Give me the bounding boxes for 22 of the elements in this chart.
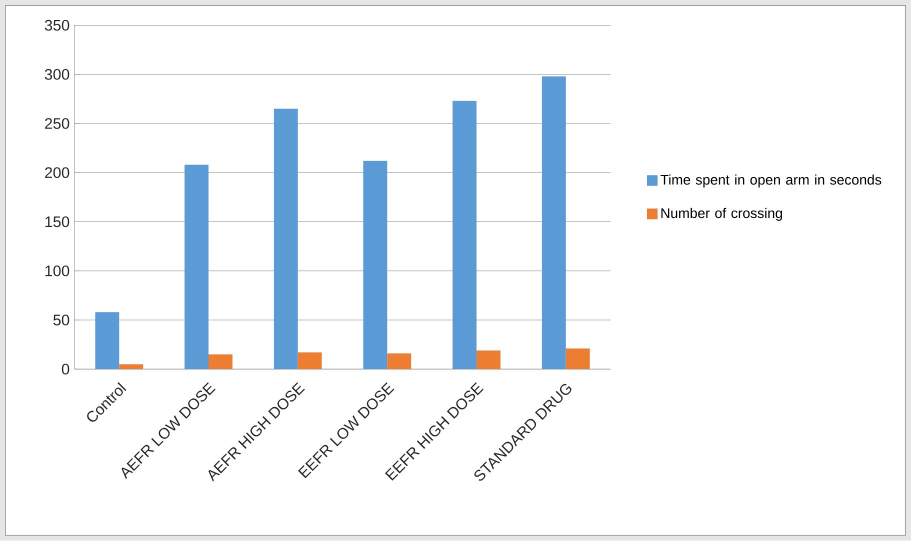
- bar: [208, 354, 232, 370]
- y-tick-label: 250: [45, 118, 70, 130]
- y-tick-label: 0: [62, 364, 70, 375]
- y-tick-label: 350: [44, 20, 70, 31]
- bar: [387, 354, 412, 370]
- bar: [452, 101, 477, 370]
- legend-label: Number of crossing: [661, 208, 782, 221]
- y-tick-label: 200: [45, 167, 70, 178]
- bar: [274, 108, 298, 370]
- bar: [476, 350, 500, 370]
- bar: [298, 352, 322, 370]
- bar: [184, 164, 209, 370]
- y-tick-label: 300: [44, 69, 70, 80]
- bar: [119, 364, 144, 370]
- y-tick-label: 100: [45, 266, 70, 276]
- legend-label: Time spent in open arm in seconds: [660, 174, 882, 188]
- y-tick-label: 50: [53, 314, 70, 326]
- bar: [95, 312, 120, 370]
- bar: [566, 348, 590, 370]
- y-tick-label: 150: [45, 216, 70, 228]
- bar: [542, 76, 566, 370]
- bar: [363, 160, 388, 370]
